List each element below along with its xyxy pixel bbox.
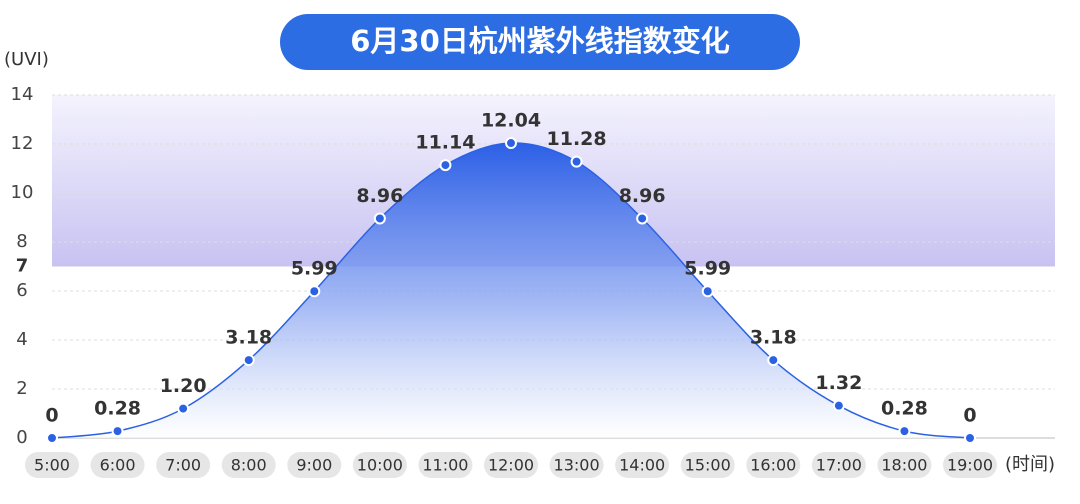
data-label: 11.14 — [415, 132, 475, 154]
title-pill — [280, 14, 800, 70]
point — [701, 285, 714, 298]
x-tick-pill — [287, 452, 342, 478]
point — [767, 354, 780, 367]
chart-title: 6月30日杭州紫外线指数变化 — [350, 24, 730, 58]
data-label: 12.04 — [481, 110, 541, 132]
x-tick-label: 7:00 — [165, 456, 201, 475]
data-label: 11.28 — [547, 128, 607, 150]
x-tick-pill — [680, 452, 735, 478]
data-label: 0.28 — [881, 398, 928, 420]
x-tick-pill — [746, 452, 801, 478]
x-tick-label: 12:00 — [488, 456, 534, 475]
x-tick-pill — [90, 452, 145, 478]
data-label: 3.18 — [225, 327, 272, 349]
data-label: 1.20 — [160, 375, 207, 397]
x-tick-label: 17:00 — [816, 456, 862, 475]
y-tick-label: 6 — [16, 280, 27, 301]
x-tick-label: 6:00 — [100, 456, 136, 475]
y-tick-label: 12 — [11, 133, 34, 154]
area-fill — [52, 142, 970, 438]
x-tick-label: 16:00 — [750, 456, 796, 475]
data-label: 5.99 — [684, 258, 731, 280]
x-tick-pill — [221, 452, 276, 478]
point — [898, 425, 911, 438]
x-tick-label: 18:00 — [881, 456, 927, 475]
point — [505, 137, 517, 150]
point — [439, 159, 452, 172]
point — [111, 425, 124, 438]
data-label: 3.18 — [750, 327, 797, 349]
point — [964, 432, 976, 444]
point — [46, 432, 58, 444]
x-tick-label: 8:00 — [231, 456, 267, 475]
x-tick-pill — [25, 452, 79, 478]
x-tick-pill — [877, 452, 932, 478]
x-tick-label: 14:00 — [619, 456, 665, 475]
x-tick-label: 19:00 — [947, 456, 993, 475]
y-tick-label: 14 — [11, 84, 34, 105]
x-tick-pill — [156, 452, 211, 478]
x-tick-pill — [549, 452, 604, 478]
x-tick-pill — [615, 452, 670, 478]
x-tick-pill — [418, 452, 473, 478]
x-tick-label: 13:00 — [554, 456, 600, 475]
x-tick-label: 15:00 — [685, 456, 731, 475]
x-tick-pill — [484, 452, 538, 478]
point — [242, 354, 255, 367]
y-tick-label: 8 — [16, 231, 27, 252]
x-tick-label: 11:00 — [422, 456, 468, 475]
x-tick-pill — [811, 452, 866, 478]
data-label: 0 — [963, 405, 976, 427]
y-tick-label: 0 — [16, 427, 27, 448]
data-label: 0.28 — [94, 398, 141, 420]
data-label: 0 — [45, 405, 58, 427]
x-tick-label: 9:00 — [296, 456, 332, 475]
point — [570, 155, 583, 168]
point — [177, 402, 190, 415]
x-tick-pill — [352, 452, 407, 478]
data-label: 1.32 — [815, 372, 862, 394]
y-tick-label: 4 — [16, 329, 27, 350]
point — [636, 212, 649, 225]
data-label: 8.96 — [356, 185, 403, 207]
x-tick-label: 10:00 — [357, 456, 403, 475]
x-tick-pill — [943, 452, 997, 478]
y-tick-label: 10 — [11, 182, 34, 203]
point — [373, 212, 386, 225]
y-axis-label: (UVI) — [4, 49, 49, 70]
y-tick-label: 2 — [16, 378, 27, 399]
x-axis-label: (时间) — [1005, 454, 1055, 475]
point — [308, 285, 321, 298]
point — [832, 399, 845, 412]
x-tick-label: 5:00 — [34, 456, 70, 475]
data-label: 5.99 — [291, 258, 338, 280]
threshold-label: 7 — [16, 256, 29, 277]
data-label: 8.96 — [619, 185, 666, 207]
